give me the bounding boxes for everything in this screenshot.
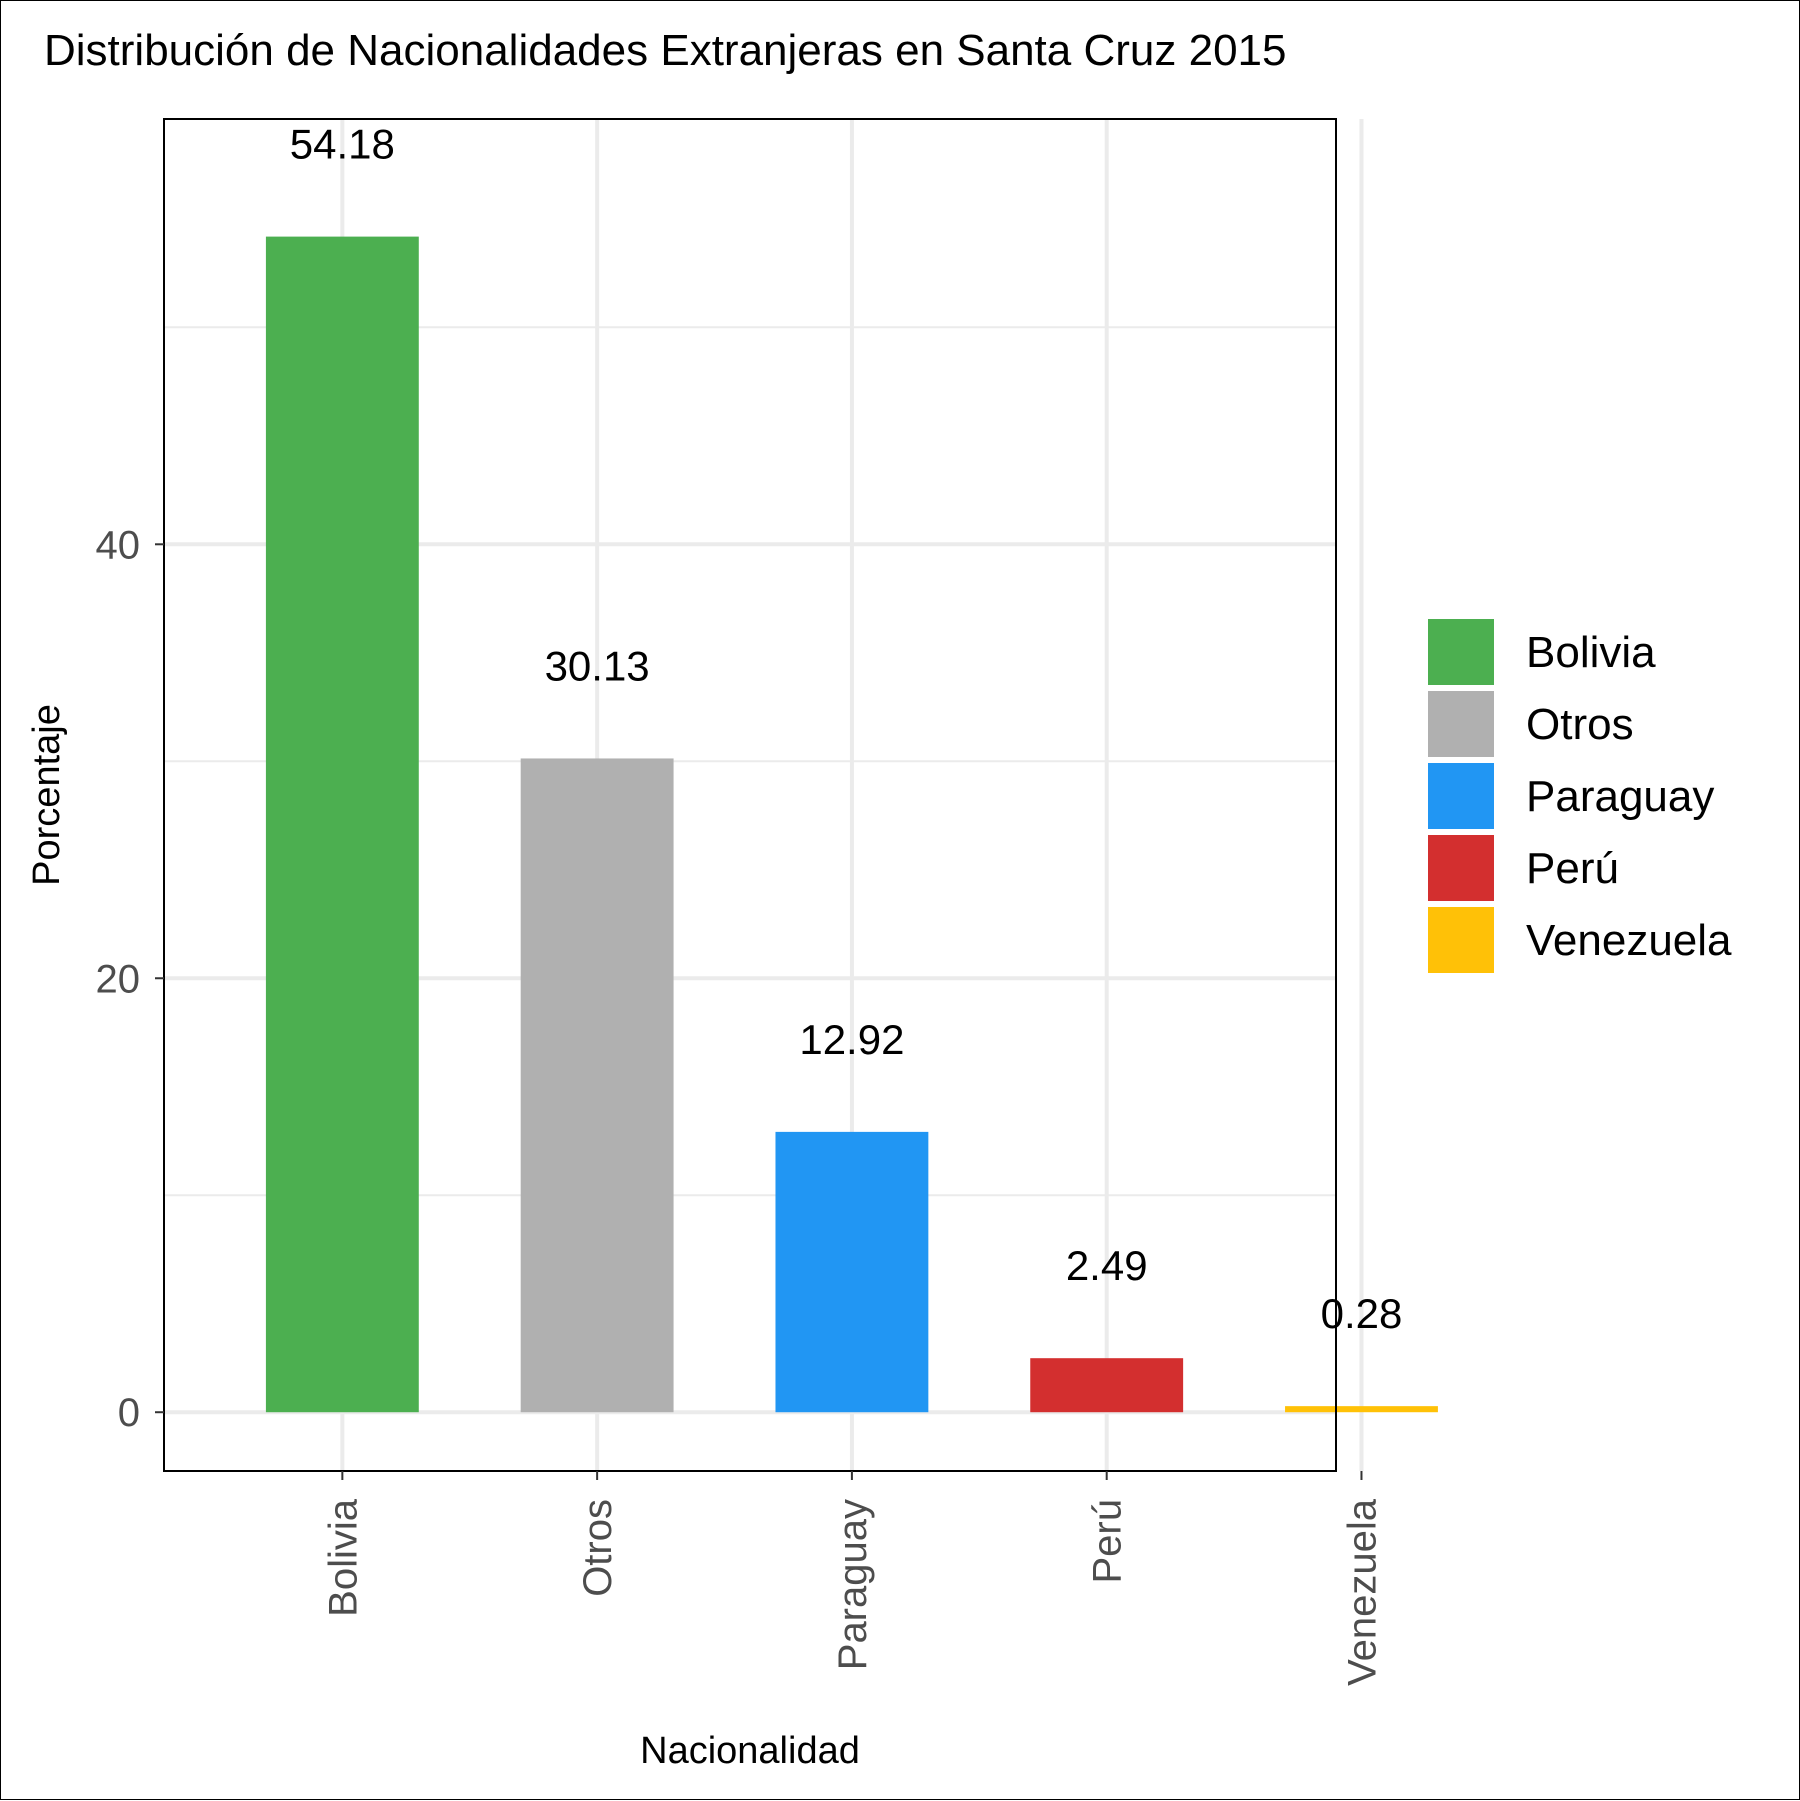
y-axis-title: Porcentaje: [26, 704, 68, 886]
y-tick-label: 0: [118, 1391, 140, 1435]
bar-otros: [520, 758, 674, 1413]
y-axis: 0 20 40: [96, 523, 164, 1435]
legend-label-bolivia: Bolivia: [1526, 628, 1656, 677]
panel-border: [163, 118, 1337, 1472]
x-tick-label-bolivia: Bolivia: [321, 1498, 365, 1617]
data-label-otros: 30.13: [545, 642, 650, 689]
data-label-bolivia: 54.18: [290, 121, 395, 168]
x-axis-title: Nacionalidad: [640, 1730, 860, 1772]
chart-title: Distribución de Nacionalidades Extranjer…: [44, 26, 1286, 75]
legend-label-venezuela: Venezuela: [1526, 916, 1732, 965]
legend-key-bolivia: [1428, 619, 1494, 685]
data-label-peru: 2.49: [1066, 1242, 1148, 1289]
x-axis: Bolivia Otros Paraguay Perú Venezuela: [321, 1471, 1384, 1686]
y-tick-label: 40: [96, 523, 141, 567]
y-tick-label: 20: [96, 957, 141, 1001]
data-labels: 54.18 30.13 12.92 2.49 0.28: [290, 121, 1403, 1338]
x-tick-label-venezuela: Venezuela: [1340, 1498, 1384, 1686]
legend: Bolivia Otros Paraguay Perú Venezuela: [1428, 619, 1732, 973]
legend-label-peru: Perú: [1526, 844, 1619, 893]
legend-label-paraguay: Paraguay: [1526, 772, 1714, 821]
bars: [265, 236, 1438, 1413]
x-tick-label-otros: Otros: [576, 1499, 620, 1597]
legend-key-otros: [1428, 691, 1494, 757]
x-tick-label-peru: Perú: [1086, 1499, 1130, 1584]
bar-paraguay: [775, 1131, 929, 1413]
bar-peru: [1030, 1358, 1184, 1413]
data-label-venezuela: 0.28: [1321, 1290, 1403, 1337]
legend-key-venezuela: [1428, 907, 1494, 973]
x-tick-label-paraguay: Paraguay: [831, 1499, 875, 1670]
bar-venezuela: [1285, 1406, 1438, 1413]
legend-key-peru: [1428, 835, 1494, 901]
bar-bolivia: [265, 236, 419, 1413]
legend-key-paraguay: [1428, 763, 1494, 829]
legend-label-otros: Otros: [1526, 700, 1634, 749]
data-label-paraguay: 12.92: [799, 1016, 904, 1063]
